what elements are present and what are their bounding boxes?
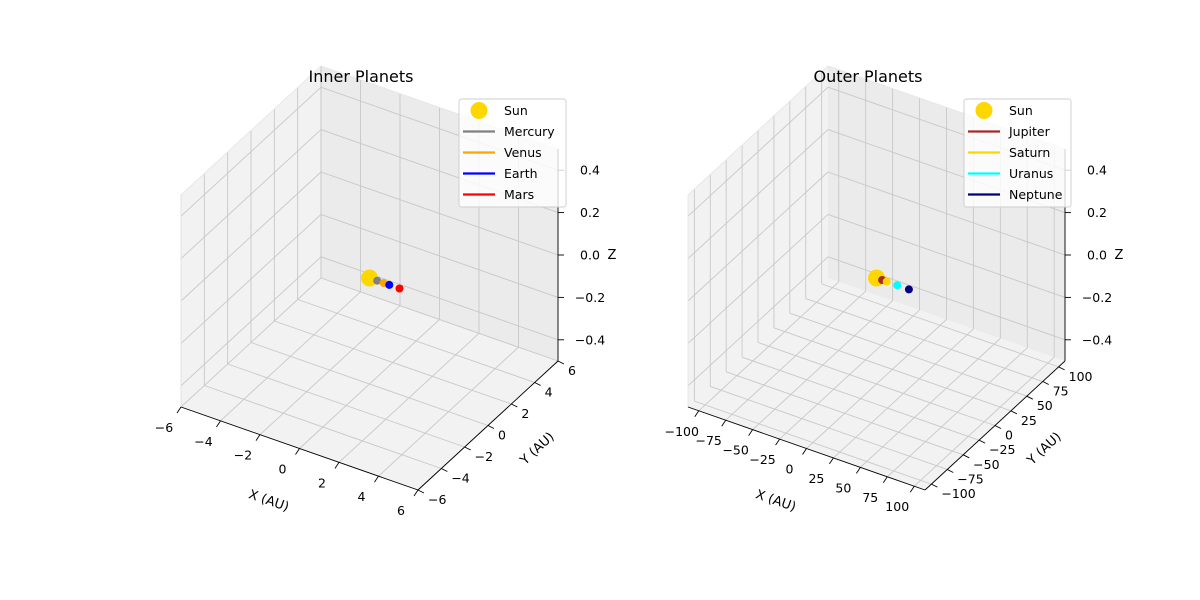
x-axis-label: X (AU) (247, 487, 291, 515)
x-tick-label: 100 (885, 499, 909, 514)
legend-label: Jupiter (1008, 124, 1051, 139)
z-axis-label: Z (608, 248, 617, 263)
z-tick-label: 0.2 (1087, 205, 1107, 220)
x-tick-label: 0 (279, 462, 287, 477)
y-axis-label: Y (AU) (517, 430, 558, 469)
z-tick-label: −0.4 (1082, 332, 1112, 347)
y-tick-label: 4 (545, 385, 553, 400)
y-tick-label: −75 (957, 471, 983, 486)
x-tick-label: −6 (155, 420, 173, 435)
legend-item: Earth (463, 166, 538, 181)
z-tick-label: 0.0 (1087, 248, 1107, 263)
point-mars (395, 284, 404, 293)
y-tick-label: −25 (989, 442, 1015, 457)
x-tick-labels: −100−75−50−25 0 25 50 75 100 (665, 424, 910, 514)
x-tick-label: 4 (358, 489, 366, 504)
legend-item: Mercury (463, 124, 555, 139)
legend-label: Mercury (504, 124, 555, 139)
z-tick-label: 0.4 (1087, 163, 1107, 178)
z-tick-label: −0.4 (575, 332, 605, 347)
x-tick-label: −25 (749, 452, 775, 467)
x-tick-label: −50 (722, 443, 748, 458)
chart-panel-2: −100−75−50−250255075100−100−75−50−250255… (665, 65, 1124, 515)
z-tick-label: 0.0 (580, 248, 600, 263)
x-axis-label: X (AU) (754, 487, 798, 515)
chart-title: Outer Planets (813, 67, 922, 86)
y-tick-label: 0 (1005, 428, 1013, 443)
x-tick-label: 75 (862, 490, 878, 505)
legend-item: Sun (470, 102, 528, 119)
x-tick-label: −2 (234, 448, 252, 463)
point-uranus (893, 281, 902, 290)
x-tick-labels: −6 −4 −2 0 2 4 6 (155, 420, 405, 518)
legend-label: Saturn (1009, 145, 1050, 160)
z-tick-label: 0.2 (580, 205, 600, 220)
x-tick-label: 25 (808, 471, 824, 486)
x-tick-label: −4 (194, 434, 212, 449)
legend-label: Earth (504, 166, 538, 181)
point-mercury (373, 276, 382, 285)
x-tick-label: −75 (696, 433, 722, 448)
legend-label: Mars (504, 187, 534, 202)
legend-item: Venus (463, 145, 542, 160)
legend-item: Neptune (968, 187, 1063, 202)
legend-label: Neptune (1009, 187, 1063, 202)
z-tick-labels: −0.4 −0.2 0.0 0.2 0.4 (1082, 163, 1112, 348)
y-tick-label: 6 (568, 363, 576, 378)
legend-item: Uranus (968, 166, 1053, 181)
point-earth (385, 280, 394, 289)
legend-marker (470, 102, 488, 119)
y-tick-label: 100 (1069, 369, 1093, 384)
data-points (361, 269, 404, 293)
legend-item: Saturn (968, 145, 1050, 160)
y-tick-label: 25 (1021, 413, 1037, 428)
legend-item: Sun (975, 102, 1033, 119)
z-tick-label: −0.2 (575, 290, 605, 305)
y-tick-label: 50 (1037, 398, 1053, 413)
x-tick-label: −100 (665, 424, 699, 439)
y-tick-label: −100 (941, 486, 975, 501)
y-axis-label: Y (AU) (1024, 430, 1065, 469)
y-tick-label: 75 (1053, 384, 1069, 399)
y-tick-label: −50 (973, 457, 999, 472)
grid-lines (180, 66, 559, 491)
y-tick-label: −6 (428, 492, 446, 507)
z-tick-label: −0.2 (1082, 290, 1112, 305)
legend-marker (975, 102, 993, 119)
z-tick-label: 0.4 (580, 163, 600, 178)
z-tick-labels: −0.4 −0.2 0.0 0.2 0.4 (575, 163, 605, 348)
axis-lines (176, 149, 565, 497)
y-tick-label: −2 (475, 449, 493, 464)
y-tick-label: −4 (451, 471, 469, 486)
legend-label: Venus (504, 145, 542, 160)
legend-item: Jupiter (968, 124, 1051, 139)
legend: Sun Jupiter Saturn Uranus Neptune (963, 98, 1072, 208)
legend: Sun Mercury Venus Earth Mars (458, 98, 567, 208)
point-neptune (904, 285, 913, 294)
x-tick-label: 50 (835, 480, 851, 495)
legend-label: Sun (1009, 103, 1033, 118)
y-tick-label: 2 (521, 406, 529, 421)
y-tick-labels: −6 −4 −2 02 46 (428, 363, 576, 507)
point-saturn (882, 277, 891, 286)
chart-title: Inner Planets (309, 67, 414, 86)
legend-label: Sun (504, 103, 528, 118)
z-axis-label: Z (1115, 248, 1124, 263)
data-points (868, 269, 913, 294)
x-tick-label: 2 (318, 475, 326, 490)
legend-label: Uranus (1009, 166, 1053, 181)
x-tick-label: 0 (786, 462, 794, 477)
legend-item: Mars (463, 187, 534, 202)
y-tick-label: 0 (498, 428, 506, 443)
x-tick-label: 6 (397, 503, 405, 518)
